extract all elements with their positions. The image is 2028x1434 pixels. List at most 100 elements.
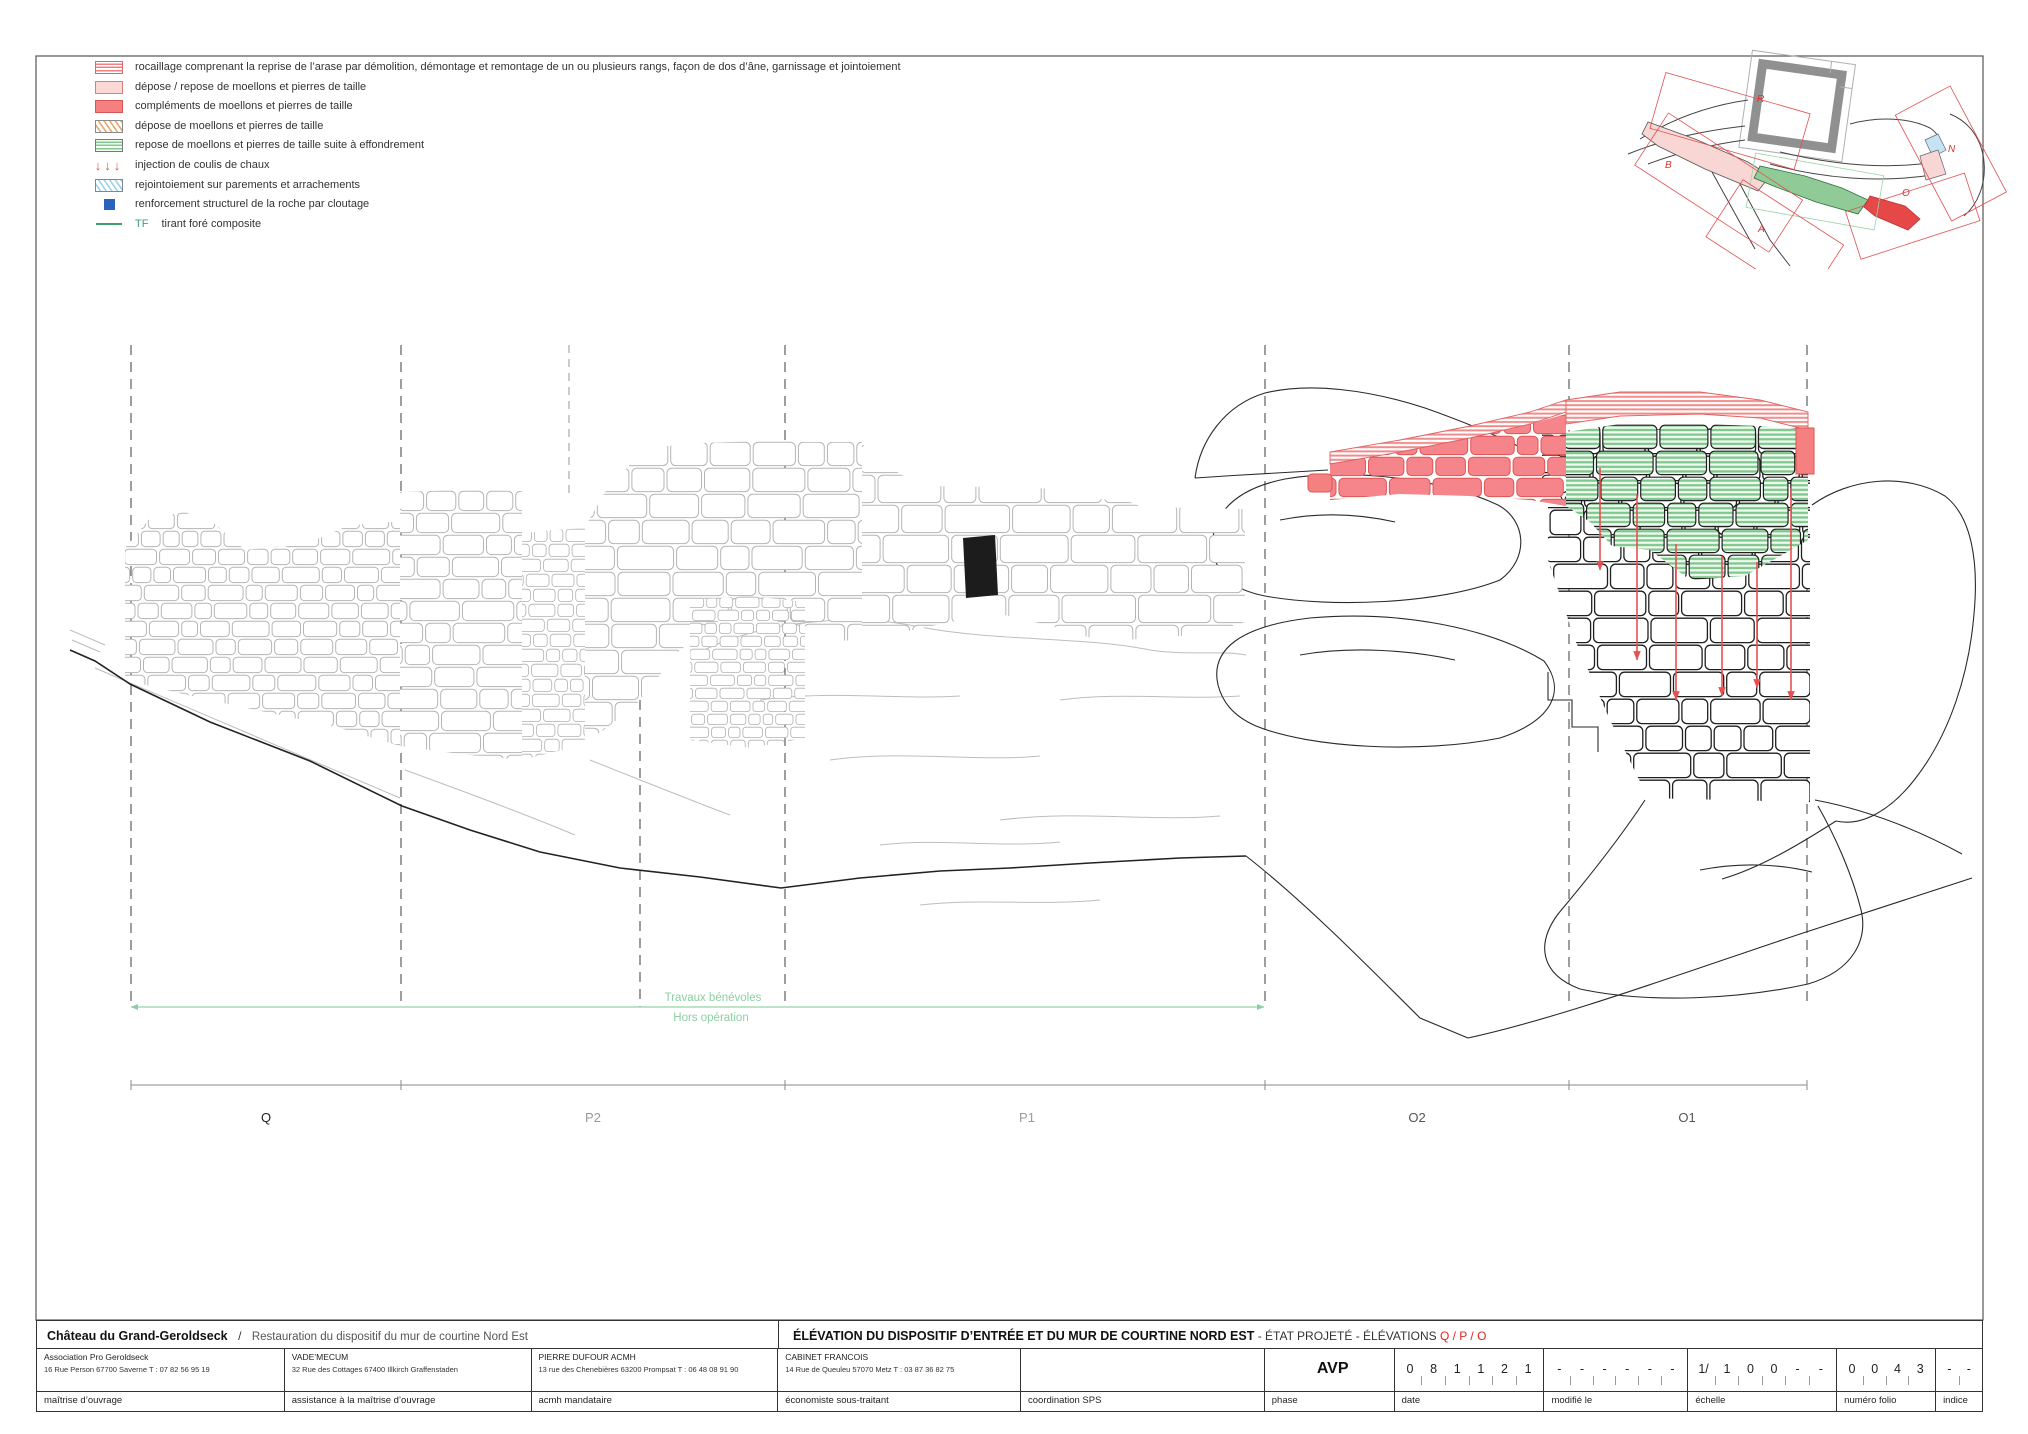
legend-swatch-red-solid-icon <box>94 100 124 114</box>
existing-masonry <box>125 441 1245 760</box>
field-char: 0 <box>1747 1362 1754 1376</box>
key-plan-label-o: O <box>1902 188 1910 199</box>
field-label: numéro folio <box>1837 1391 1936 1411</box>
field-cell-indice: - - indice <box>1935 1349 1983 1411</box>
field-char: 1 <box>1524 1362 1532 1376</box>
company-cell: coordination SPS <box>1020 1349 1264 1411</box>
legend-label: dépose de moellons et pierres de taille <box>135 119 324 132</box>
project-name: Château du Grand-Geroldseck <box>47 1329 228 1343</box>
key-plan-label-n: N <box>1948 144 1956 155</box>
field-char: 0 <box>1770 1362 1778 1376</box>
field-char: 3 <box>1916 1362 1924 1376</box>
legend-label: repose de moellons et pierres de taille … <box>135 139 425 152</box>
legend-row: rocaillage comprenant la reprise de l’ar… <box>94 61 901 74</box>
legend-swatch-blue-square-icon <box>94 198 124 211</box>
measure-line <box>130 1080 1808 1090</box>
field-char: 0 <box>1406 1362 1414 1376</box>
key-plan-keep <box>1738 49 1857 163</box>
legend-row: dépose / repose de moellons et pierres d… <box>94 80 901 94</box>
sheet-title-main: ÉLÉVATION DU DISPOSITIF D’ENTRÉE ET DU M… <box>793 1329 1255 1343</box>
field-char: 8 <box>1430 1362 1438 1376</box>
volunteer-zone-label-2: Hors opération <box>673 1012 748 1024</box>
legend-label: rejointoiement sur parements et arrachem… <box>135 178 360 191</box>
title-block-top-row: Château du Grand-Geroldseck / Restaurati… <box>37 1321 1982 1349</box>
field-label: échelle <box>1688 1391 1837 1411</box>
key-plan-zone-pink-2 <box>1919 149 1947 181</box>
company-role: coordination SPS <box>1021 1391 1264 1411</box>
field-char: 1/ <box>1698 1362 1709 1376</box>
legend-label: rocaillage comprenant la reprise de l’ar… <box>135 61 901 73</box>
company-address: 14 Rue de Queuleu 57070 Metz T : 03 87 3… <box>785 1365 955 1374</box>
company-role: assistance à la maîtrise d’ouvrage <box>284 1391 531 1411</box>
company-address: 16 Rue Person 67700 Saverne T : 07 82 56… <box>44 1365 210 1374</box>
field-cell-numéro-folio: 0 0 4 3 numéro folio <box>1836 1349 1936 1411</box>
field-char: - <box>1647 1362 1652 1376</box>
legend-swatch-pink-solid-icon <box>94 80 124 94</box>
legend-row: compléments de moellons et pierres de ta… <box>94 100 901 114</box>
injection-arrows <box>1596 468 1795 701</box>
title-block-main-row: Association Pro Geroldseck 16 Rue Person … <box>37 1349 1983 1411</box>
legend-row: repose de moellons et pierres de taille … <box>94 139 901 153</box>
project-separator: / <box>238 1329 242 1343</box>
field-char: - <box>1795 1362 1800 1376</box>
field-label: modifié le <box>1544 1391 1688 1411</box>
field-char: 1 <box>1453 1362 1461 1376</box>
key-plan-survey-rects <box>1634 71 2007 269</box>
company-cell: Association Pro Geroldseck 16 Rue Person … <box>37 1349 284 1411</box>
field-char: 2 <box>1501 1362 1508 1376</box>
legend-label: compléments de moellons et pierres de ta… <box>135 100 353 113</box>
field-char: 0 <box>1848 1362 1856 1376</box>
key-plan-label-r: R <box>1757 94 1764 105</box>
key-plan-zone-green <box>1753 165 1869 215</box>
legend-label: dépose / repose de moellons et pierres d… <box>135 80 367 93</box>
field-char: - <box>1602 1362 1607 1376</box>
company-role: économiste sous-traitant <box>778 1391 1020 1411</box>
legend-row: dépose de moellons et pierres de taille <box>94 119 901 133</box>
key-plan-green-outline <box>1745 152 1885 231</box>
key-plan-label-a: A <box>1757 224 1765 235</box>
field-char: - <box>1947 1362 1952 1376</box>
field-char: - <box>1579 1362 1584 1376</box>
volunteer-zone-label-1: Travaux bénévoles <box>665 992 762 1004</box>
company-name: CABINET FRANCOIS <box>785 1352 869 1362</box>
zone-labels: Q P2 P1 O2 O1 <box>261 1110 1696 1125</box>
zone-label-p2: P2 <box>585 1110 601 1125</box>
legend-swatch-red-hlines-icon <box>94 61 124 74</box>
legend-swatch-green-hlines-icon <box>94 139 124 153</box>
zone-label-o1: O1 <box>1678 1110 1695 1125</box>
legend-row: rejointoiement sur parements et arrachem… <box>94 178 901 192</box>
zone-label-q: Q <box>261 1110 271 1125</box>
company-role: maîtrise d’ouvrage <box>37 1391 284 1411</box>
field-char: - <box>1670 1362 1675 1376</box>
legend-label: renforcement structurel de la roche par … <box>135 198 370 211</box>
phase-value: AVP <box>1316 1360 1349 1377</box>
company-cell: CABINET FRANCOIS 14 Rue de Queuleu 57070 … <box>777 1349 1020 1411</box>
legend-row: renforcement structurel de la roche par … <box>94 198 901 211</box>
key-plan-label-b: B <box>1665 160 1672 171</box>
field-char: - <box>1818 1362 1823 1376</box>
field-cell-échelle: 1/1 0 0 - - échelle <box>1687 1349 1837 1411</box>
field-label: date <box>1394 1391 1544 1411</box>
title-block: Château du Grand-Geroldseck / Restaurati… <box>36 1320 1983 1412</box>
legend-swatch-red-arrows-icon: ↓↓↓ <box>94 157 124 173</box>
legend-swatch-orange-hatch-icon <box>94 119 124 133</box>
field-char: 4 <box>1894 1362 1901 1376</box>
legend-label: tirant foré composite <box>161 217 262 230</box>
legend-swatch-tf-line-icon <box>94 218 124 231</box>
key-plan-zone-pink <box>1641 121 1771 192</box>
company-name: VADE’MECUM <box>291 1352 349 1362</box>
sheet-title-cell: ÉLÉVATION DU DISPOSITIF D’ENTRÉE ET DU M… <box>778 1321 1982 1348</box>
legend-row: TF tirant foré composite <box>94 218 901 231</box>
field-char: - <box>1557 1362 1562 1376</box>
project-subtitle: Restauration du dispositif du mur de cou… <box>251 1331 528 1343</box>
legend: rocaillage comprenant la reprise de l’ar… <box>94 61 901 237</box>
field-cell-date: 0 8 1 1 2 1 date <box>1393 1349 1544 1411</box>
company-role: acmh mandataire <box>531 1391 778 1411</box>
company-address: 13 rue des Chenebières 63200 Prompsat T … <box>538 1365 739 1374</box>
rock-sketch-lines <box>69 619 1247 906</box>
sheet-title-state: - ÉTAT PROJETÉ - ÉLÉVATIONS <box>1254 1329 1440 1343</box>
field-label: indice <box>1936 1391 1983 1411</box>
red-end-stone <box>1795 427 1815 475</box>
